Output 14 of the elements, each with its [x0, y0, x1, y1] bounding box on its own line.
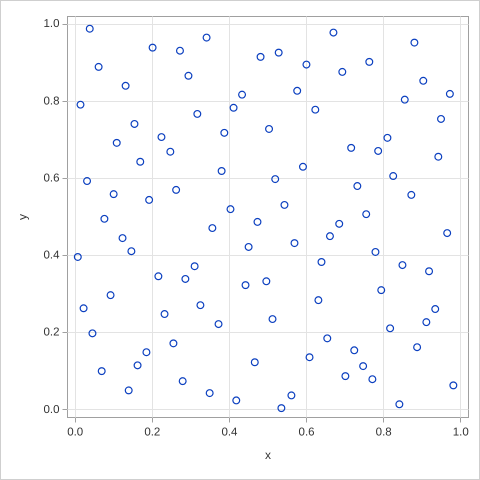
y-tick-label: 1.0: [44, 18, 60, 30]
x-tick-label: 0.4: [221, 426, 238, 438]
y-tick-label: 0.6: [44, 172, 60, 184]
x-axis-title: x: [265, 448, 271, 462]
y-tick-label: 0.8: [44, 95, 60, 108]
x-tick-label: 0.6: [298, 426, 315, 438]
x-tick-label: 0.0: [67, 426, 84, 438]
x-tick-label: 1.0: [452, 426, 469, 438]
y-axis-title: y: [16, 214, 30, 220]
y-tick-label: 0.4: [44, 250, 60, 262]
x-tick-label: 0.2: [144, 426, 160, 438]
y-tick-label: 0.0: [44, 404, 60, 416]
y-tick-label: 0.2: [44, 326, 60, 339]
x-tick-label: 0.8: [376, 426, 392, 438]
